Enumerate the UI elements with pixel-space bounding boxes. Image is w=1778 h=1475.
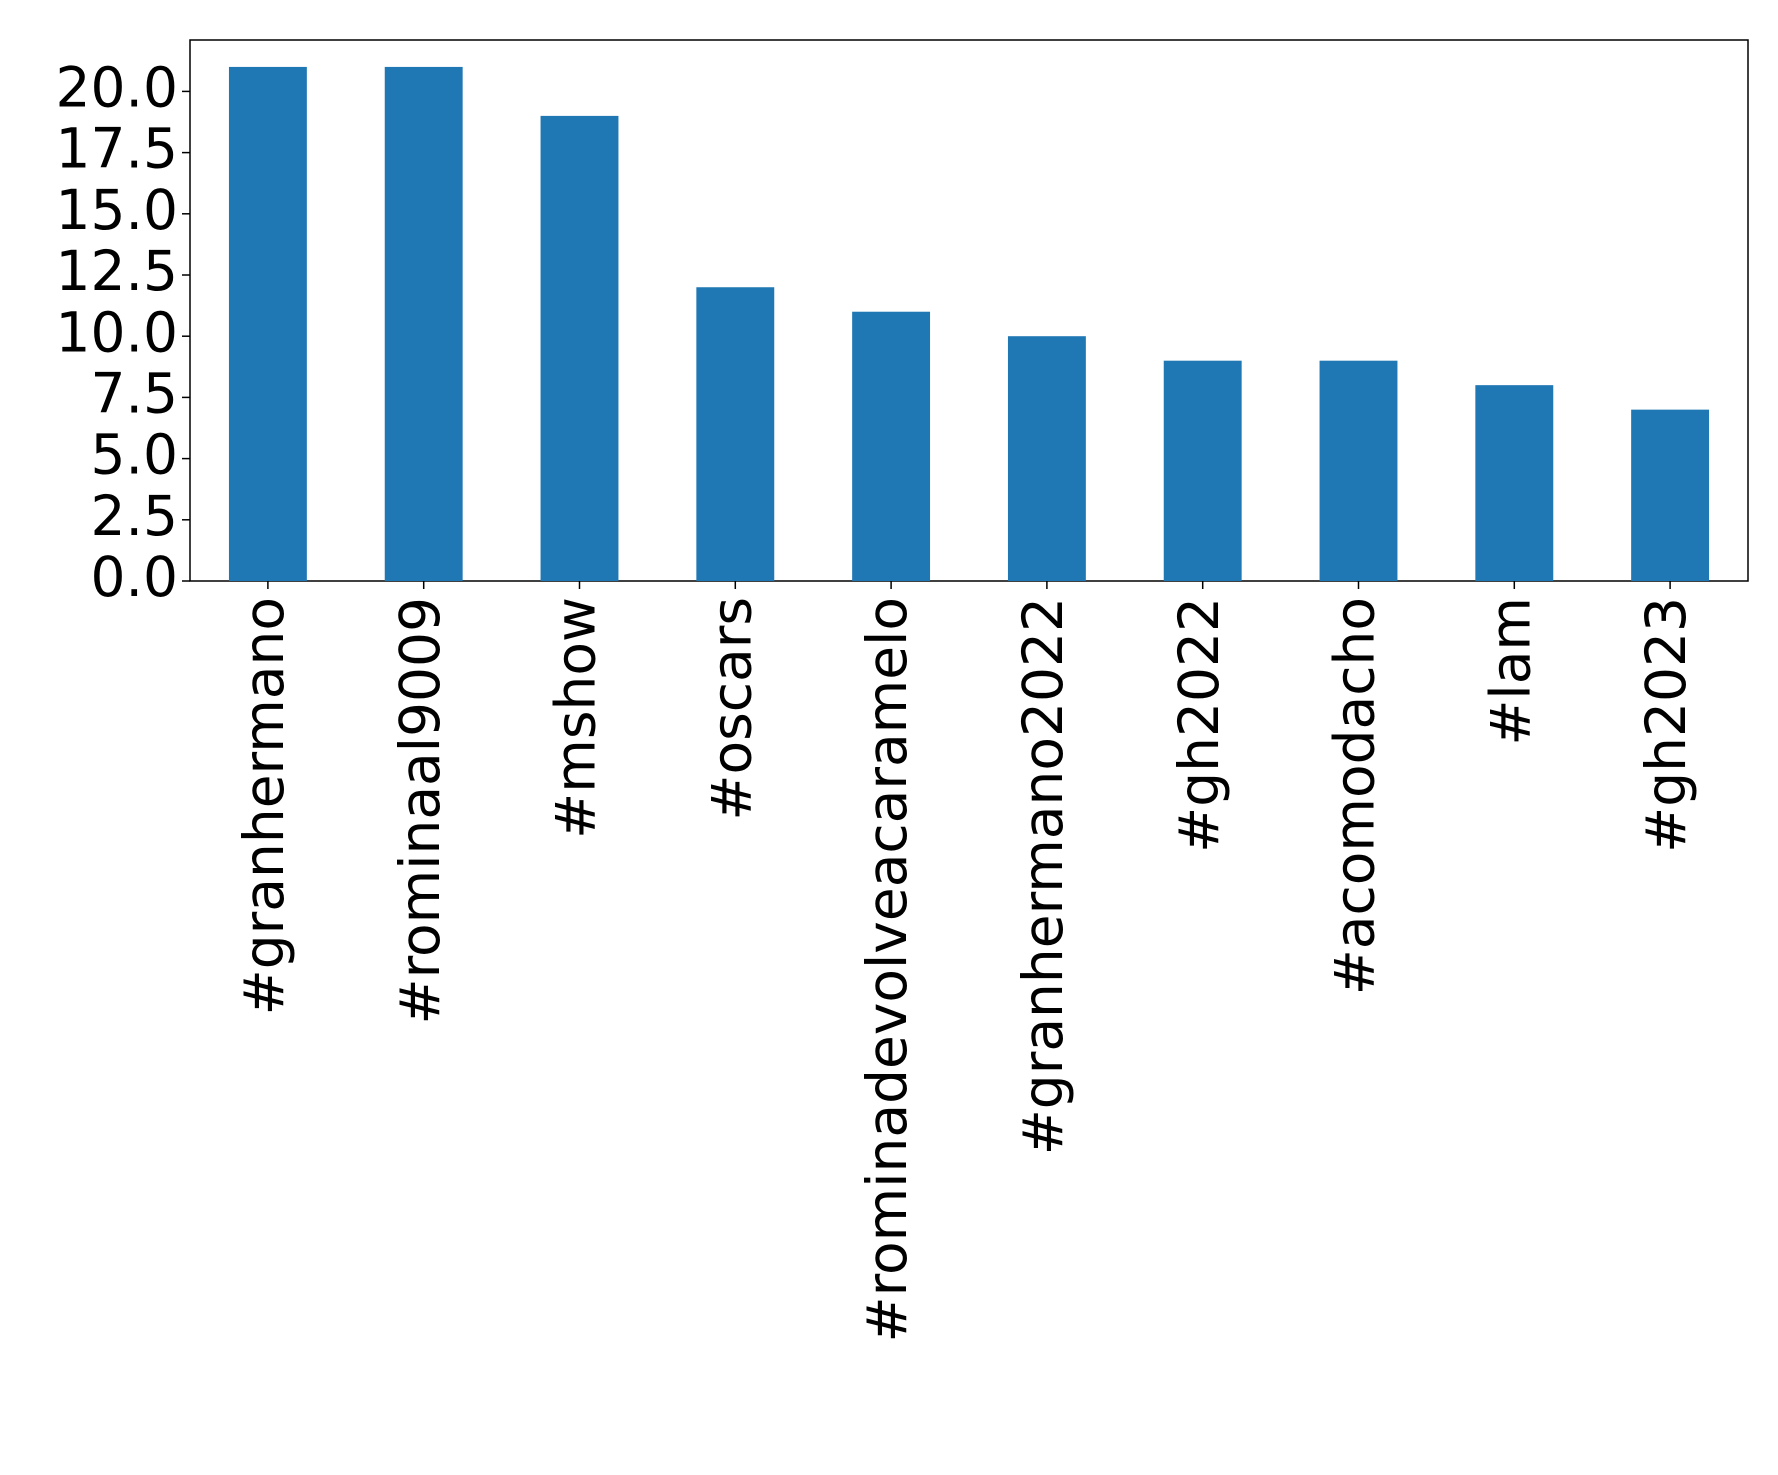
x-tick-label: #gh2022 xyxy=(1167,597,1231,853)
x-tick-label: #granhermano2022 xyxy=(1011,597,1075,1155)
x-tick-label: #oscars xyxy=(699,597,763,821)
x-tick-label: #mshow xyxy=(544,597,608,839)
y-tick-label: 17.5 xyxy=(56,117,178,181)
bar xyxy=(540,115,619,582)
y-tick-label: 10.0 xyxy=(56,300,178,364)
x-tick-label: #gh2023 xyxy=(1634,597,1698,853)
bar xyxy=(696,287,775,581)
bar xyxy=(1163,360,1242,581)
bar xyxy=(1319,360,1398,581)
bar xyxy=(1007,336,1086,581)
y-tick-label: 7.5 xyxy=(91,362,178,426)
y-tick-label: 20.0 xyxy=(56,56,178,120)
bar xyxy=(1631,409,1710,581)
y-tick-label: 15.0 xyxy=(56,178,178,242)
x-tick-label: #rominaal9009 xyxy=(388,597,452,1025)
y-tick-label: 0.0 xyxy=(91,545,178,609)
x-tick-label: #granhermano xyxy=(232,597,296,1015)
x-tick-label: #rominadevolveacaramelo xyxy=(855,597,919,1342)
y-tick-label: 5.0 xyxy=(91,423,178,487)
bar xyxy=(228,66,307,581)
y-tick-label: 12.5 xyxy=(56,239,178,303)
x-tick-label: #acomodacho xyxy=(1323,597,1387,995)
x-tick-label: #lam xyxy=(1478,597,1542,746)
bar xyxy=(852,311,931,581)
bar xyxy=(1475,385,1554,581)
plot-frame xyxy=(189,39,1749,582)
y-tick-label: 2.5 xyxy=(91,484,178,548)
bar xyxy=(384,66,463,581)
